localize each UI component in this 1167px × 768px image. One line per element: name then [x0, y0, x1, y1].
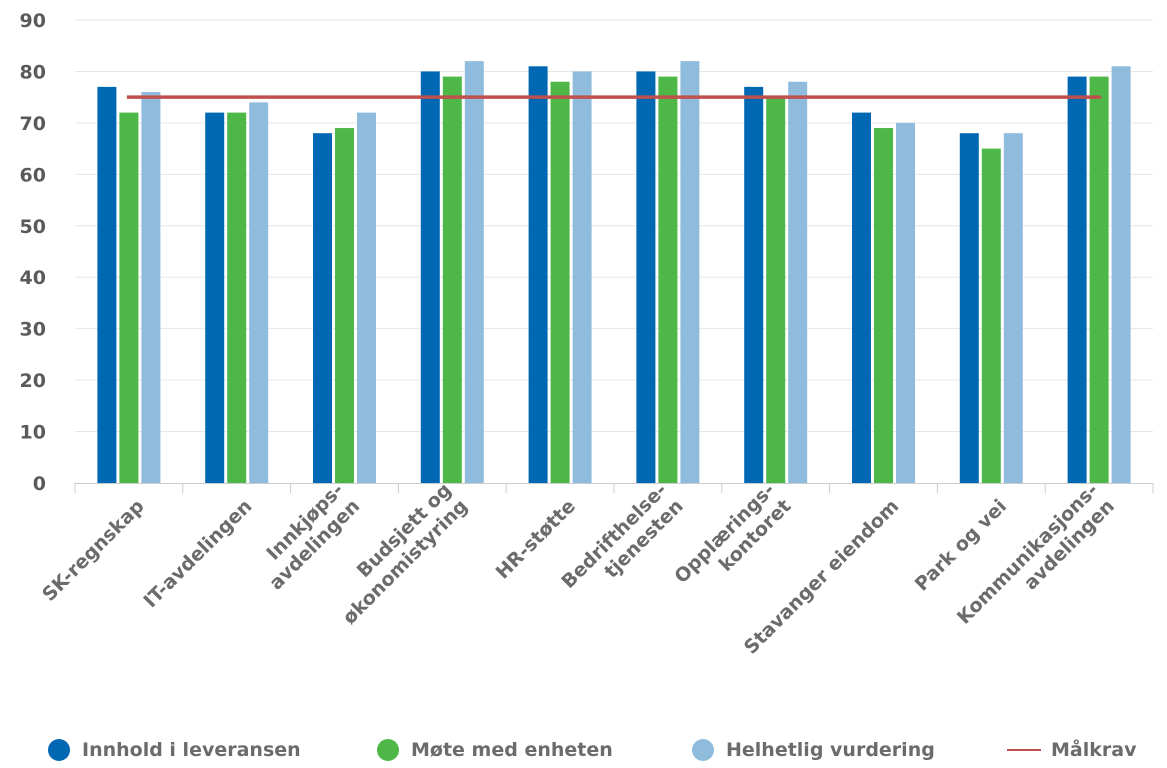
bar-helhetlig[interactable]	[141, 92, 161, 484]
bar-chart: 0 10 20 30 40 50 60 70 80 90 SK-regnskapIT-avdeli…	[20, 10, 1154, 659]
bar-innhold[interactable]	[528, 66, 548, 484]
bar-mote[interactable]	[874, 128, 893, 484]
x-category-label-line: Kommunikasjons-	[953, 479, 1103, 629]
legend-label-mote: Møte med enheten	[411, 739, 613, 761]
bar-mote[interactable]	[442, 76, 462, 483]
y-tick-label: 40	[20, 267, 46, 289]
y-tick-label: 90	[20, 10, 46, 32]
legend-label-malkrav: Målkrav	[1051, 739, 1137, 761]
bar-innhold[interactable]	[313, 133, 332, 483]
y-tick-label: 10	[20, 422, 46, 444]
bar-helhetlig[interactable]	[1003, 133, 1023, 483]
legend-item-innhold[interactable]: Innhold i leveransen	[48, 732, 301, 768]
x-category-label: IT-avdelingen	[140, 495, 257, 612]
bars	[97, 61, 1131, 484]
bar-helhetlig[interactable]	[896, 122, 915, 483]
bar-mote[interactable]	[766, 97, 786, 484]
y-tick-label: 70	[20, 113, 46, 135]
bar-mote[interactable]	[119, 112, 139, 483]
x-category-label: Opplærings-kontoret	[670, 479, 795, 588]
bar-mote[interactable]	[981, 148, 1001, 483]
legend-marker-helhetlig	[692, 739, 714, 761]
bar-mote[interactable]	[227, 112, 247, 483]
y-axis: 0 10 20 30 40 50 60 70 80 90	[20, 10, 46, 495]
bar-innhold[interactable]	[97, 86, 117, 483]
bar-helhetlig[interactable]	[788, 81, 808, 483]
bar-innhold[interactable]	[420, 71, 440, 483]
bar-mote[interactable]	[550, 81, 570, 483]
bar-helhetlig[interactable]	[464, 61, 484, 484]
legend-label-innhold: Innhold i leveransen	[82, 739, 301, 761]
bar-innhold[interactable]	[205, 112, 225, 483]
legend-marker-malkrav	[1007, 749, 1041, 751]
bar-helhetlig[interactable]	[357, 112, 376, 483]
legend-item-helhetlig[interactable]: Helhetlig vurdering	[692, 732, 935, 768]
legend-label-helhetlig: Helhetlig vurdering	[726, 739, 935, 761]
bar-innhold[interactable]	[852, 112, 871, 483]
x-category-label: Innkjøps-avdelingen	[262, 479, 364, 594]
x-category-label-line: SK-regnskap	[38, 495, 149, 606]
y-tick-label: 20	[20, 370, 46, 392]
bar-mote[interactable]	[658, 76, 678, 483]
legend-marker-mote	[377, 739, 399, 761]
bar-helhetlig[interactable]	[1111, 66, 1131, 484]
x-category-label-line: IT-avdelingen	[140, 495, 257, 612]
bar-helhetlig[interactable]	[680, 61, 700, 484]
bar-innhold[interactable]	[959, 133, 979, 483]
bar-innhold[interactable]	[636, 71, 656, 483]
y-tick-label: 30	[20, 319, 46, 341]
legend-marker-innhold	[48, 739, 70, 761]
x-category-label: Kommunikasjons-avdelingen	[953, 479, 1119, 629]
legend-item-malkrav[interactable]: Målkrav	[1007, 732, 1136, 768]
bar-mote[interactable]	[335, 128, 354, 484]
bar-helhetlig[interactable]	[572, 71, 592, 483]
x-category-label: SK-regnskap	[38, 495, 149, 606]
y-tick-label: 50	[20, 216, 46, 238]
legend-item-mote[interactable]: Møte med enheten	[377, 732, 613, 768]
bar-innhold[interactable]	[1067, 76, 1087, 483]
y-tick-label: 60	[20, 164, 46, 186]
legend: Innhold i leveransen Møte med enheten He…	[0, 732, 1167, 768]
x-category-label: Bedrifthelse-tjenesten	[557, 479, 687, 593]
y-tick-label: 80	[20, 61, 46, 83]
bar-mote[interactable]	[1089, 76, 1109, 483]
bar-innhold[interactable]	[744, 86, 764, 483]
bar-helhetlig[interactable]	[249, 102, 269, 484]
y-tick-label: 0	[33, 473, 46, 495]
